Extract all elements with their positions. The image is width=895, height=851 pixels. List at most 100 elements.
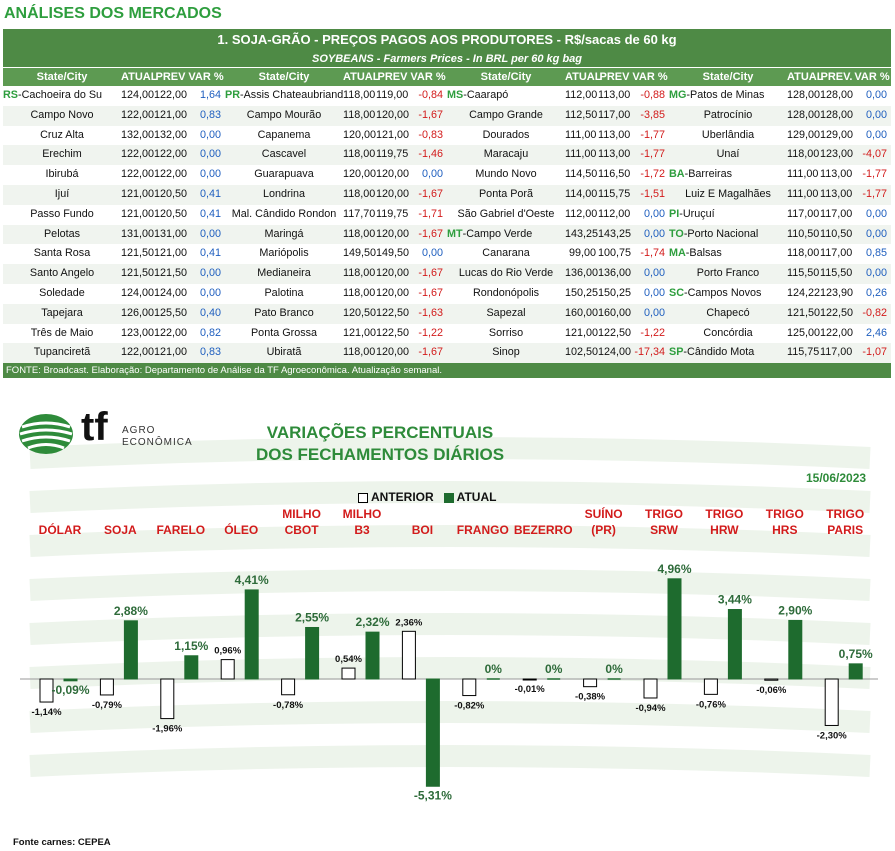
city-name: Santa Rosa — [33, 247, 91, 260]
bar-anterior — [341, 667, 356, 680]
city-name: Uruçuí — [682, 207, 715, 220]
logo-leaf-icon — [19, 414, 73, 454]
var-cell: 0,00 — [199, 267, 221, 280]
atual-cell: 122,00 — [121, 108, 155, 121]
var-cell: 0,00 — [199, 168, 221, 181]
atual-cell: 143,25 — [565, 227, 599, 240]
bar-atual — [848, 663, 863, 680]
state-code: SC — [669, 286, 684, 299]
city-cell: MG-Patos de Minas — [669, 89, 765, 101]
prev-cell: 120,00 — [376, 187, 410, 200]
atual-cell: 125,00 — [787, 326, 821, 339]
data-label-anterior: -0,78% — [273, 700, 304, 711]
table-cell-group: Unaí 118,00 123,00 -4,07 — [669, 145, 891, 165]
atual-cell: 118,00 — [343, 286, 376, 299]
city-name: Pato Branco — [254, 306, 314, 319]
chart-title: VARIAÇÕES PERCENTUAIS DOS FECHAMENTOS DI… — [215, 422, 545, 466]
table-cell-group: Canarana 99,00 100,75 -1,74 — [447, 244, 669, 264]
data-label-atual: 2,88% — [114, 604, 148, 618]
atual-cell: 112,00 — [565, 207, 598, 220]
background-stripe — [29, 657, 871, 689]
data-label-anterior: -0,76% — [696, 699, 727, 710]
data-label-anterior: -2,30% — [817, 730, 848, 741]
bar-atual — [788, 619, 803, 680]
var-cell: 0,00 — [421, 247, 443, 260]
table-cell-group: Sapezal 160,00 160,00 0,00 — [447, 304, 669, 324]
city-cell: Ponta Porã — [447, 185, 565, 205]
var-cell: -3,85 — [640, 108, 665, 121]
city-name: Ibirubá — [45, 168, 79, 181]
city-name: Porto Nacional — [687, 227, 759, 240]
table-cell-group: Patrocínio 128,00 128,00 0,00 — [669, 106, 891, 126]
data-label-atual: 0,75% — [839, 647, 873, 661]
column-header-group: State/City ATUAL PREV VAR % — [225, 68, 447, 86]
city-name: Tapejara — [41, 306, 83, 319]
column-header: VAR % — [632, 71, 668, 83]
chart-legend: ANTERIOR ATUAL — [358, 490, 496, 504]
var-cell: 0,00 — [643, 267, 665, 280]
var-cell: -1,07 — [862, 346, 887, 359]
city-name: Canarana — [482, 247, 530, 260]
prev-cell: 120,00 — [376, 267, 410, 280]
bar-anterior — [160, 678, 175, 720]
atual-cell: 121,00 — [121, 187, 155, 200]
city-cell: MA-Balsas — [669, 247, 722, 260]
atual-cell: 121,50 — [787, 306, 821, 319]
atual-cell: 123,00 — [121, 326, 155, 339]
table-cell-group: Sorriso 121,00 122,50 -1,22 — [447, 324, 669, 344]
atual-cell: 118,00 — [787, 247, 820, 260]
table-cell-group: MA-Balsas 118,00 117,00 0,85 — [669, 244, 891, 264]
prev-cell: 117,00 — [820, 247, 853, 260]
column-header-group: State/City ATUAL PREV VAR % — [3, 68, 225, 86]
table-cell-group: Palotina 118,00 120,00 -1,67 — [225, 284, 447, 304]
city-cell: Mal. Cândido Rondon — [225, 205, 343, 225]
var-cell: -1,77 — [640, 148, 665, 161]
logo-word-2: ECONÔMICA — [122, 437, 193, 448]
city-name: Sapezal — [486, 306, 526, 319]
city-cell: Campo Novo — [3, 106, 121, 126]
prev-cell: 121,00 — [376, 128, 410, 141]
bar-atual — [244, 589, 259, 680]
var-cell: -1,63 — [418, 306, 443, 319]
tf-logo: tf AGRO ECONÔMICA — [18, 405, 198, 455]
var-cell: 0,82 — [199, 326, 221, 339]
var-cell: -0,88 — [640, 89, 665, 101]
table-row: Pelotas 131,00 131,00 0,00 Maringá 118,00 120,… — [3, 224, 891, 245]
atual-cell: 118,00 — [343, 108, 376, 121]
data-label-atual: 0% — [485, 662, 503, 676]
city-name: Mariópolis — [259, 247, 309, 260]
data-label-atual: 0% — [545, 662, 563, 676]
prev-cell: 121,00 — [154, 247, 188, 260]
bar-atual — [184, 655, 199, 680]
city-cell: Passo Fundo — [3, 205, 121, 225]
city-cell: Patrocínio — [669, 106, 787, 126]
var-cell: 1,64 — [199, 89, 221, 101]
table-source: FONTE: Broadcast. Elaboração: Departamen… — [3, 363, 891, 379]
city-cell: Santo Angelo — [3, 264, 121, 284]
background-stripe — [29, 569, 871, 601]
atual-cell: 124,00 — [121, 89, 155, 101]
var-cell: -0,84 — [418, 89, 443, 101]
table-row: Tapejara 126,00 125,50 0,40 Pato Branco 120,5… — [3, 303, 891, 324]
var-cell: 0,00 — [865, 207, 887, 220]
background-stripe — [29, 481, 871, 513]
column-header: ATUAL — [787, 71, 824, 83]
data-label-atual: 4,41% — [235, 573, 269, 587]
data-label-anterior: -0,38% — [575, 692, 606, 703]
table-cell-group: Ibirubá 122,00 122,00 0,00 — [3, 165, 225, 185]
chart-title-line-1: VARIAÇÕES PERCENTUAIS — [266, 423, 494, 442]
state-code: MG — [669, 89, 687, 101]
atual-cell: 118,00 — [343, 187, 376, 200]
var-cell: 0,00 — [865, 227, 887, 240]
city-cell: Guarapuava — [225, 165, 343, 185]
prev-cell: 122,50 — [820, 306, 854, 319]
city-cell: Chapecó — [669, 304, 787, 324]
table-cell-group: MS-Caarapó 112,00 113,00 -0,88 — [447, 86, 669, 106]
prev-cell: 149,50 — [376, 247, 410, 260]
category-label: TRIGO SRW — [645, 507, 683, 537]
table-row: Tupanciretã 122,00 121,00 0,83 Ubiratã 118,00… — [3, 343, 891, 364]
prev-cell: 160,00 — [598, 306, 632, 319]
prev-cell: 119,00 — [376, 89, 409, 101]
atual-cell: 128,00 — [787, 108, 821, 121]
table-cell-group: Pelotas 131,00 131,00 0,00 — [3, 225, 225, 245]
